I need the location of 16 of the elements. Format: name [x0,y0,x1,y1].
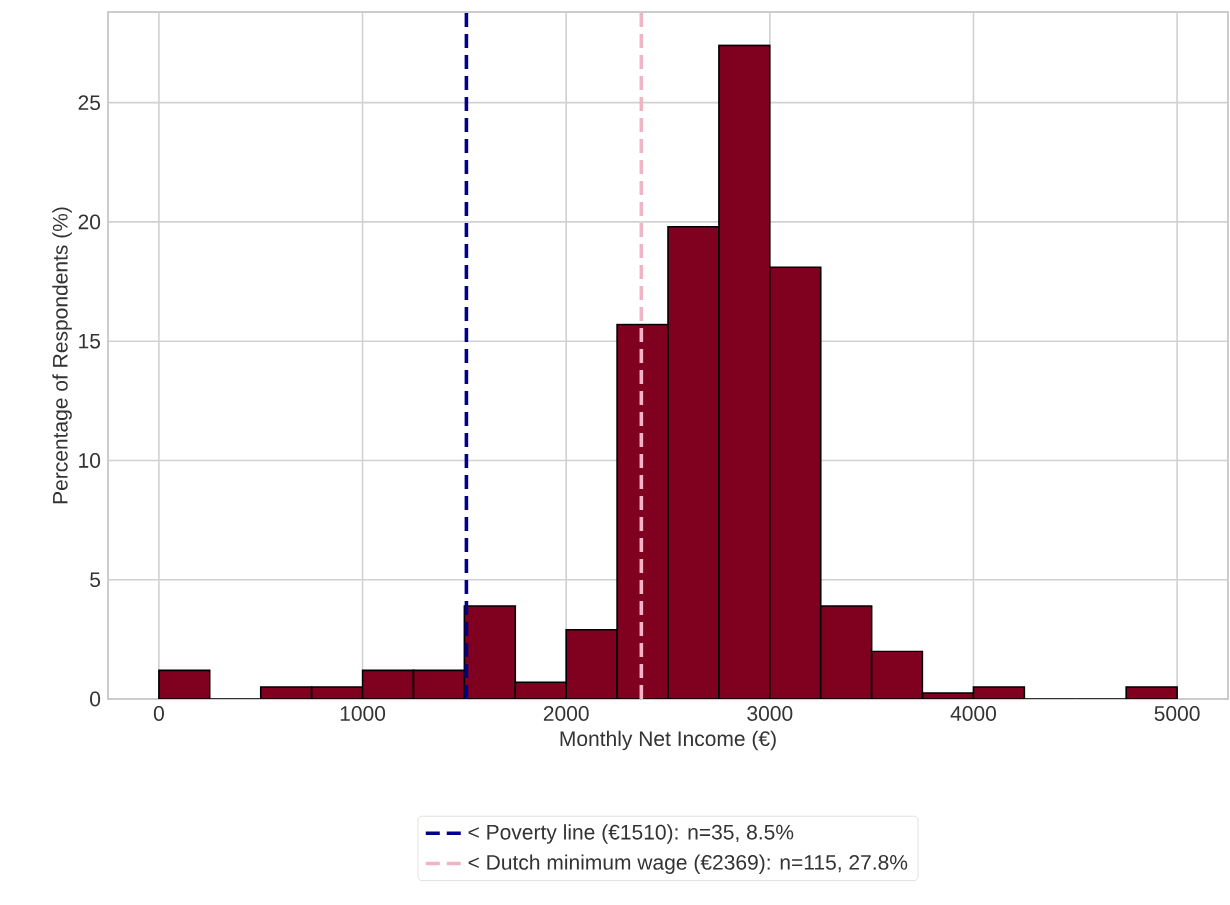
x-tick-label: 1000 [340,706,386,721]
legend-label: < Poverty line (€1510): n=35, 8.5% [468,824,794,844]
x-tick-label: 3000 [747,706,793,721]
y-tick-label: 25 [78,95,101,111]
x-tick-label: 0 [153,706,164,721]
y-tick-label: 15 [79,333,101,349]
y-tick-label: 10 [79,453,101,468]
x-tick-label: 4000 [950,706,996,721]
y-tick-label: 0 [90,691,101,707]
x-tick-label: 2000 [543,706,589,721]
y-tick-label: 20 [78,214,101,230]
y-tick-label: 5 [90,572,101,588]
x-axis-title: Monthly Net Income (€) [560,730,776,751]
y-axis-title: Percentage of Respondents (%) [52,207,72,504]
x-tick-label: 5000 [1154,706,1200,721]
legend-label: < Dutch minimum wage (€2369): n=115, 27.8% [468,854,908,874]
